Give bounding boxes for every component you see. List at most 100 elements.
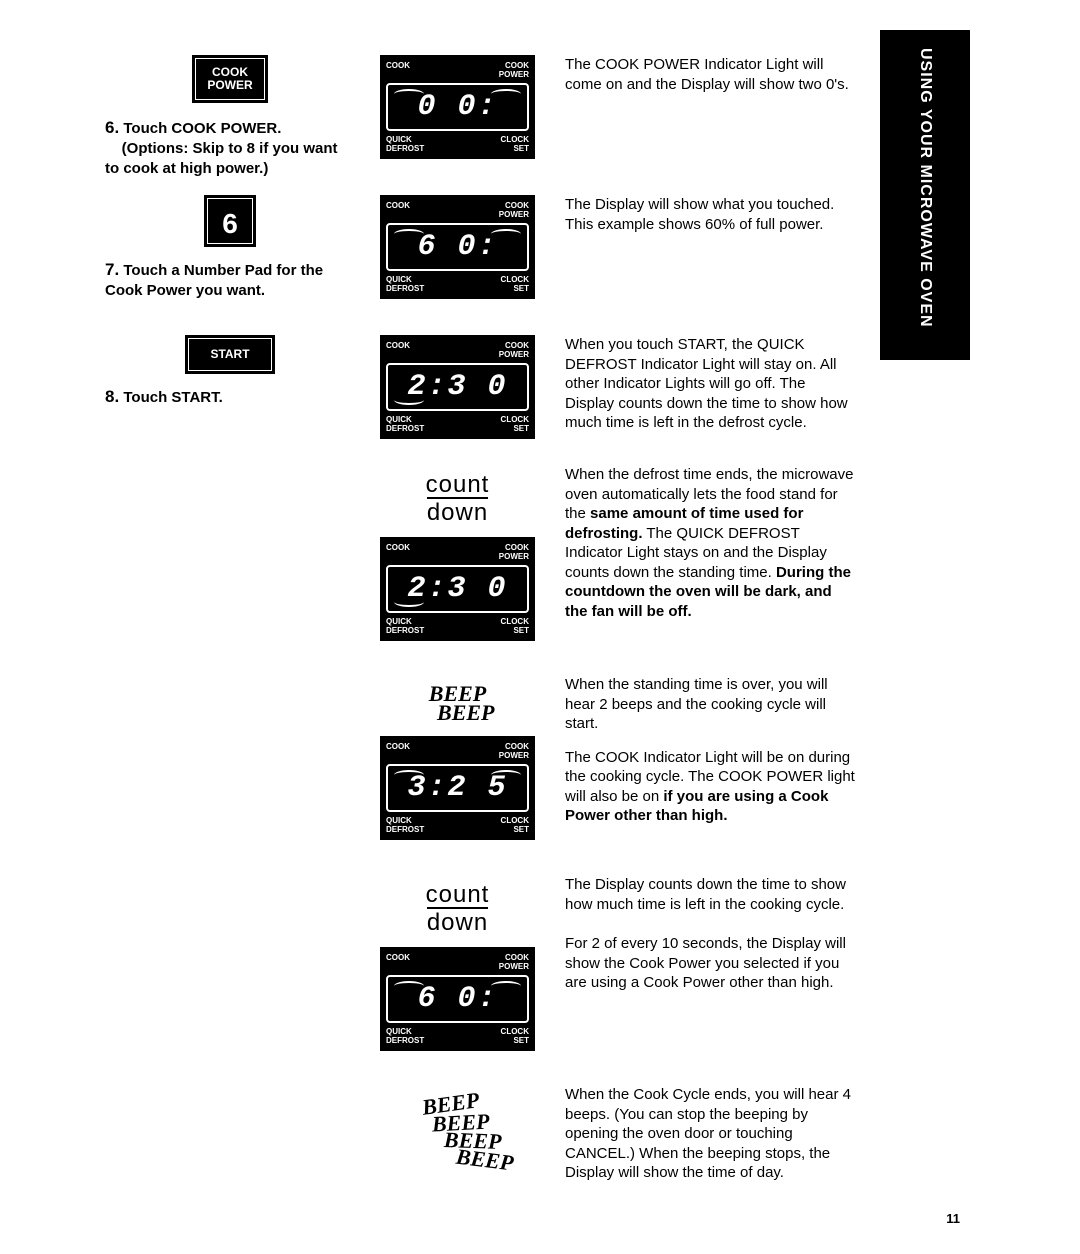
desc-9: When the Cook Cycle ends, you will hear … [550, 1085, 855, 1183]
display-panel-4: COOK COOK POWER 2:3 0 QUICK DEFROST [380, 537, 535, 641]
countdown-1: count down [426, 473, 490, 525]
row-beep1: BEEP BEEP COOK COOK POWER 3:2 5 [105, 675, 855, 865]
cpl1: COOK [505, 201, 529, 210]
cl2: SET [513, 1036, 529, 1045]
cook-power-badge-outer: COOK POWER [192, 55, 267, 103]
ql1: QUICK [386, 275, 412, 284]
ql1: QUICK [386, 617, 412, 626]
dp6-top: COOK COOK POWER [386, 953, 529, 971]
step7-num: 7. [105, 260, 119, 279]
ql1: QUICK [386, 816, 412, 825]
r5-text: When the standing time is over, you will… [565, 675, 855, 734]
arc-icon [491, 981, 521, 991]
dp5-bot: QUICK DEFROST CLOCK SET [386, 816, 529, 834]
dp6-screen: 6 0: [386, 975, 529, 1023]
display-panel-3: COOK COOK POWER 2:3 0 QUICK DEFROST [380, 335, 535, 439]
cpl1: COOK [505, 341, 529, 350]
cpl2: POWER [499, 350, 529, 359]
dp-cookpower: COOK POWER [499, 543, 529, 561]
cl2: SET [513, 424, 529, 433]
dp-clock: CLOCK SET [501, 816, 529, 834]
num-pad-outer: 6 [204, 195, 256, 247]
dp3-bot: QUICK DEFROST CLOCK SET [386, 415, 529, 433]
mid-panel3: COOK COOK POWER 2:3 0 QUICK DEFROST [365, 335, 550, 439]
dp-cook: COOK [386, 742, 410, 760]
dp-quick: QUICK DEFROST [386, 275, 424, 293]
display-panel-1: COOK COOK POWER 0 0: QUICK [380, 55, 535, 159]
content-area: COOK POWER 6. Touch COOK POWER. (Options… [105, 55, 855, 1194]
dp-cook: COOK [386, 201, 410, 219]
start-badge: START [189, 339, 270, 370]
dp-cookpower: COOK POWER [499, 742, 529, 760]
mid-beep4: BEEP BEEP BEEP BEEP [365, 1085, 550, 1184]
badge-l1: COOK [212, 65, 248, 79]
ql2: DEFROST [386, 144, 424, 153]
dp1-top: COOK COOK POWER [386, 61, 529, 79]
arc-icon [491, 770, 521, 780]
arc-icon [394, 395, 424, 405]
dp-quick: QUICK DEFROST [386, 816, 424, 834]
dp-clock: CLOCK SET [501, 1027, 529, 1045]
dp4-screen: 2:3 0 [386, 565, 529, 613]
dp1-digits: 0 0: [417, 90, 497, 124]
mid-panel2: COOK COOK POWER 6 0: QUICK [365, 195, 550, 299]
row-step8: START 8. Touch START. COOK COOK POWER [105, 335, 855, 455]
beep-4: BEEP BEEP BEEP BEEP [402, 1095, 513, 1170]
r6-text: The COOK Indicator Light will be on duri… [565, 748, 855, 826]
cl1: CLOCK [501, 816, 529, 825]
dp-cookpower: COOK POWER [499, 201, 529, 219]
dp-cook: COOK [386, 61, 410, 79]
arc-icon [394, 597, 424, 607]
cpl2: POWER [499, 552, 529, 561]
cl2: SET [513, 144, 529, 153]
dp2-top: COOK COOK POWER [386, 201, 529, 219]
ql2: DEFROST [386, 825, 424, 834]
step8-body: Touch START. [123, 389, 222, 406]
cl1: CLOCK [501, 275, 529, 284]
dp5-screen: 3:2 5 [386, 764, 529, 812]
cpl2: POWER [499, 210, 529, 219]
arc-icon [394, 981, 424, 991]
dp-quick: QUICK DEFROST [386, 1027, 424, 1045]
step6-num: 6. [105, 118, 119, 137]
desc-4: When the defrost time ends, the microwav… [550, 465, 855, 621]
mid-panel6: count down COOK COOK POWER 6 0: [365, 875, 550, 1051]
dp1-screen: 0 0: [386, 83, 529, 131]
row-countdown2: count down COOK COOK POWER 6 0: [105, 875, 855, 1075]
cl1: CLOCK [501, 415, 529, 424]
step8-text: 8. Touch START. [105, 386, 355, 408]
cl2: SET [513, 626, 529, 635]
cd2-l1: count [426, 881, 490, 908]
step7-body: Touch a Number Pad for the Cook Power yo… [105, 262, 323, 299]
dp2-bot: QUICK DEFROST CLOCK SET [386, 275, 529, 293]
display-panel-6: COOK COOK POWER 6 0: QUICK [380, 947, 535, 1051]
dp2-screen: 6 0: [386, 223, 529, 271]
ql1: QUICK [386, 1027, 412, 1036]
step8-left: START 8. Touch START. [105, 335, 365, 408]
step6-left: COOK POWER 6. Touch COOK POWER. (Options… [105, 55, 365, 178]
cpl1: COOK [505, 543, 529, 552]
arc-icon [491, 229, 521, 239]
cook-power-badge: COOK POWER [196, 59, 263, 99]
arc-icon [394, 770, 424, 780]
r1-text: The COOK POWER Indicator Light will come… [565, 55, 855, 94]
countdown-2: count down [426, 883, 490, 935]
badge-l2: POWER [207, 78, 252, 92]
ql2: DEFROST [386, 424, 424, 433]
desc-1: The COOK POWER Indicator Light will come… [550, 55, 855, 94]
cd-l1: count [426, 471, 490, 498]
dp4-top: COOK COOK POWER [386, 543, 529, 561]
dp-quick: QUICK DEFROST [386, 135, 424, 153]
start-badge-outer: START [185, 335, 274, 374]
row-step7: 6 7. Touch a Number Pad for the Cook Pow… [105, 195, 855, 325]
num-pad-6: 6 [208, 199, 252, 243]
r2-text: The Display will show what you touched. … [565, 195, 855, 234]
cl1: CLOCK [501, 135, 529, 144]
dp4-bot: QUICK DEFROST CLOCK SET [386, 617, 529, 635]
display-panel-2: COOK COOK POWER 6 0: QUICK [380, 195, 535, 299]
dp1-bot: QUICK DEFROST CLOCK SET [386, 135, 529, 153]
page: USING YOUR MICROWAVE OVEN COOK POWER 6. … [0, 0, 1080, 1254]
r8-text: For 2 of every 10 seconds, the Display w… [565, 934, 855, 993]
ql1: QUICK [386, 135, 412, 144]
dp-cook: COOK [386, 543, 410, 561]
